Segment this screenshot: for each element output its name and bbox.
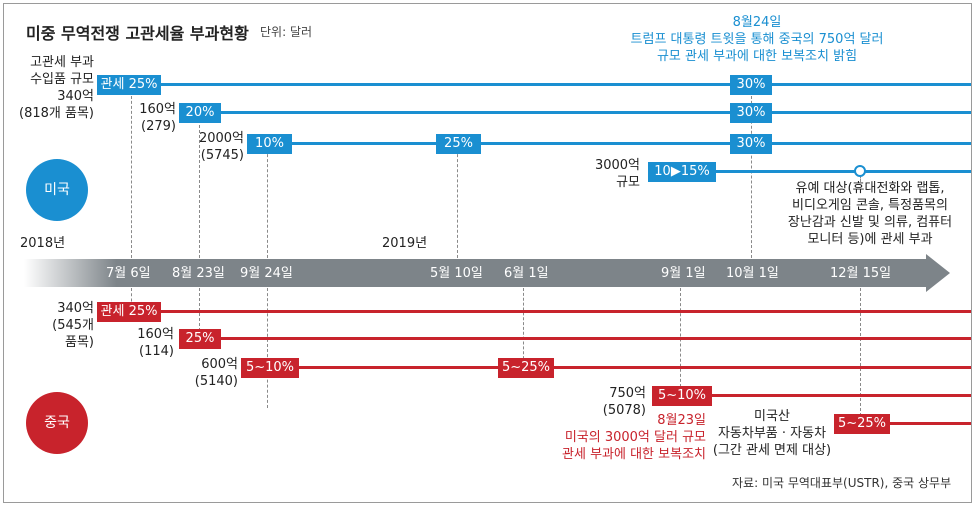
us-dec15-marker xyxy=(854,165,866,177)
date-aug23: 8월 23일 xyxy=(172,266,225,281)
us-row4-tag1: 10▶15% xyxy=(648,162,716,182)
date-jul6: 7월 6일 xyxy=(106,266,151,281)
cn-row3-tag2: 5~25% xyxy=(498,358,554,378)
guide-may10-us xyxy=(457,144,458,258)
us-row1-line xyxy=(97,83,971,86)
us-country-badge: 미국 xyxy=(26,159,88,221)
year-2018: 2018년 xyxy=(20,236,66,251)
us-row4-amount: 3000억 규모 xyxy=(594,158,640,190)
us-row3-amount: 2000억 (5745) xyxy=(198,131,244,163)
guide-sep1-cn xyxy=(680,288,681,392)
date-dec15: 12월 15일 xyxy=(830,266,892,281)
china-country-badge: 중국 xyxy=(26,392,88,454)
us-row1-tag2: 30% xyxy=(730,75,772,95)
guide-sep24-us xyxy=(267,144,268,258)
us-row2-line xyxy=(179,111,971,114)
date-sep1: 9월 1일 xyxy=(661,266,706,281)
source-note: 자료: 미국 무역대표부(USTR), 중국 상무부 xyxy=(732,476,952,490)
guide-dec15-us xyxy=(860,172,861,182)
us-note-dec15: 유예 대상(휴대전화와 랩톱, 비디오게임 콘솔, 특정품목의 장난감과 신발 … xyxy=(787,181,953,247)
guide-aug23-us xyxy=(199,110,200,258)
cn-row4-amount: 750억 (5078) xyxy=(602,386,646,418)
cn-row5-line xyxy=(834,422,971,425)
guide-jun1-cn xyxy=(523,288,524,364)
date-sep24: 9월 24일 xyxy=(240,266,293,281)
cn-row2-line xyxy=(179,337,971,340)
us-row4-line xyxy=(648,170,971,173)
date-jun1: 6월 1일 xyxy=(504,266,549,281)
us-row1-amount: 고관세 부과 수입품 규모 340억 (818개 품목) xyxy=(19,55,94,121)
us-note-aug24: 8월24일 트럼프 대통령 트윗을 통해 중국의 750억 달러 규모 관세 부… xyxy=(630,15,884,64)
guide-dec15-cn xyxy=(860,288,861,416)
cn-row4-tag1: 5~10% xyxy=(652,386,712,406)
cn-row3-tag1: 5~10% xyxy=(241,358,299,378)
cn-row5-amount: 미국산 자동차부품 · 자동차 (그간 관세 면제 대상) xyxy=(712,409,832,458)
cn-row3-line xyxy=(241,366,971,369)
timeline-arrow xyxy=(24,254,950,292)
cn-row1-tag1: 관세 25% xyxy=(97,302,161,322)
cn-row3-amount: 600억 (5140) xyxy=(194,357,238,389)
page-title: 미중 무역전쟁 고관세율 부과현황 xyxy=(26,24,249,43)
date-oct1: 10월 1일 xyxy=(726,266,779,281)
us-row2-tag2: 30% xyxy=(730,103,772,123)
us-row3-tag2: 25% xyxy=(436,134,481,154)
year-2019: 2019년 xyxy=(382,236,428,251)
date-may10: 5월 10일 xyxy=(430,266,483,281)
us-row3-tag1: 10% xyxy=(247,134,292,154)
guide-jul6-us xyxy=(131,86,132,258)
us-row2-tag1: 20% xyxy=(179,103,221,123)
cn-note-aug23: 8월23일 미국의 3000억 달러 규모 관세 부과에 대한 보복조치 xyxy=(562,413,706,462)
cn-row1-line xyxy=(97,310,971,313)
unit-label: 단위: 달러 xyxy=(260,25,313,39)
cn-row2-tag1: 25% xyxy=(179,329,221,349)
guide-sep24-cn xyxy=(267,288,268,408)
cn-row1-amount: 340억 (545개 품목) xyxy=(52,301,94,350)
cn-row4-line xyxy=(652,394,971,397)
guide-jul6-cn xyxy=(131,288,132,312)
cn-row5-tag1: 5~25% xyxy=(834,414,890,434)
us-row1-tag1: 관세 25% xyxy=(97,75,161,95)
us-row3-line xyxy=(247,142,971,145)
us-row3-tag3: 30% xyxy=(730,134,772,154)
cn-row2-amount: 160억 (114) xyxy=(137,327,174,359)
us-row2-amount: 160억 (279) xyxy=(139,102,176,134)
diagram-frame: 미중 무역전쟁 고관세율 부과현황 단위: 달러 8월24일 트럼프 대통령 트… xyxy=(3,3,972,503)
